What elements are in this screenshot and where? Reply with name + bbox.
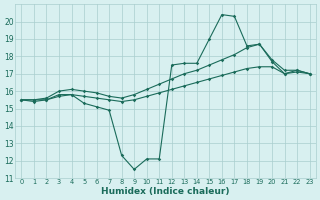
X-axis label: Humidex (Indice chaleur): Humidex (Indice chaleur) <box>101 187 230 196</box>
